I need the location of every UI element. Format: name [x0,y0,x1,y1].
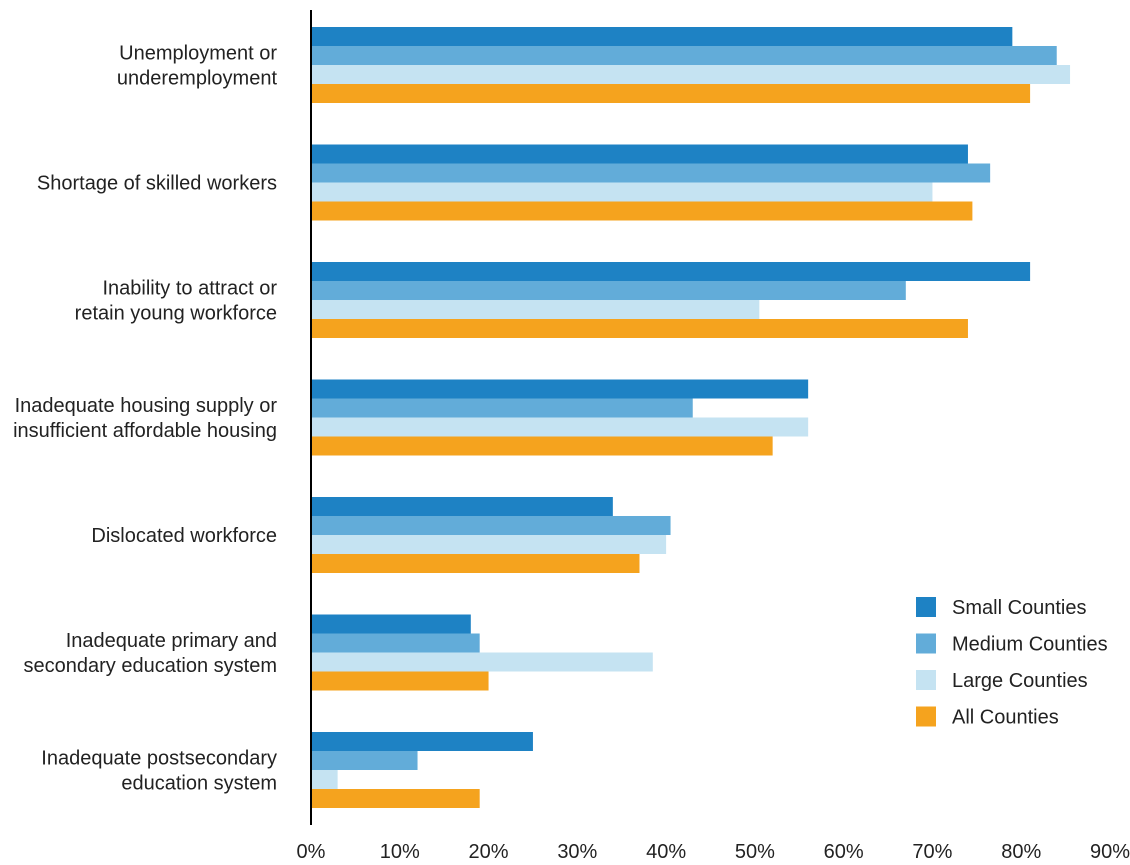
x-tick-label: 0% [297,841,326,863]
x-tick-label: 90% [1090,841,1130,863]
category-label: Unemployment or underemployment [117,43,278,90]
category-label-line: Unemployment or [119,43,277,65]
legend-label: Large Counties [952,670,1088,692]
bar-small-counties-2 [311,262,1031,281]
category-label: Dislocated workforce [91,525,277,547]
category-label: Inadequate primary and secondary educatio… [24,630,277,677]
category-label: Inadequate housing supply or insufficient… [13,395,277,442]
x-tick-label: 80% [1001,841,1041,863]
bar-medium-counties-4 [311,516,671,535]
bar-medium-counties-0 [311,46,1057,65]
bar-large-counties-0 [311,65,1071,84]
bar-large-counties-6 [311,770,338,789]
legend-label: Small Counties [952,597,1087,619]
category-label: Shortage of skilled workers [37,173,277,195]
category-label-line: Dislocated workforce [91,525,277,547]
x-tick-label: 30% [557,841,597,863]
bar-medium-counties-6 [311,751,418,770]
category-label: Inadequate postsecondary education system [41,748,277,795]
x-tick-label: 40% [646,841,686,863]
category-label-line: Inadequate postsecondary [41,748,277,770]
category-label-line: Shortage of skilled workers [37,173,277,195]
bar-medium-counties-3 [311,398,693,418]
bar-small-counties-1 [311,144,968,164]
bar-all-counties-0 [311,84,1031,103]
bar-small-counties-0 [311,27,1013,46]
x-tick-labels: 0% 10% 20% 30% 40% 50% 60% 70% 80% 90% [297,841,1130,863]
legend-swatch-large-counties [916,670,936,690]
category-label: Inability to attract or retain young work… [75,278,278,325]
legend-label: Medium Counties [952,634,1108,656]
category-label-line: secondary education system [24,655,277,677]
bar-medium-counties-2 [311,281,906,300]
bar-all-counties-1 [311,201,973,221]
category-label-line: insufficient affordable housing [13,420,277,442]
bar-large-counties-5 [311,652,653,672]
category-label-line: Inadequate primary and [66,630,277,652]
bar-large-counties-3 [311,417,809,437]
bar-large-counties-4 [311,535,667,554]
bar-large-counties-1 [311,182,933,202]
bar-all-counties-5 [311,671,489,691]
category-label-line: Inability to attract or [102,278,277,300]
bar-small-counties-4 [311,497,613,516]
category-label-line: underemployment [117,68,278,90]
bar-small-counties-6 [311,732,533,751]
legend-swatch-all-counties [916,706,936,727]
bar-small-counties-3 [311,379,809,399]
x-tick-label: 60% [824,841,864,863]
category-labels: Unemployment or underemployment Shortage o… [13,43,277,795]
x-tick-label: 20% [469,841,509,863]
bar-small-counties-5 [311,614,471,634]
bar-all-counties-6 [311,789,480,808]
legend: Small Counties Medium Counties Large Count… [916,597,1108,729]
bar-medium-counties-1 [311,163,991,183]
legend-swatch-medium-counties [916,633,936,654]
x-tick-label: 10% [380,841,420,863]
bar-all-counties-3 [311,436,773,456]
x-tick-label: 50% [735,841,775,863]
bar-all-counties-2 [311,319,968,338]
bar-all-counties-4 [311,554,640,573]
bar-large-counties-2 [311,300,760,319]
legend-label: All Counties [952,707,1059,729]
x-tick-label: 70% [912,841,952,863]
bar-medium-counties-5 [311,633,480,653]
category-label-line: retain young workforce [75,303,277,325]
category-label-line: Inadequate housing supply or [15,395,278,417]
bars-group [311,27,1071,808]
category-label-line: education system [121,773,277,795]
legend-swatch-small-counties [916,597,936,617]
